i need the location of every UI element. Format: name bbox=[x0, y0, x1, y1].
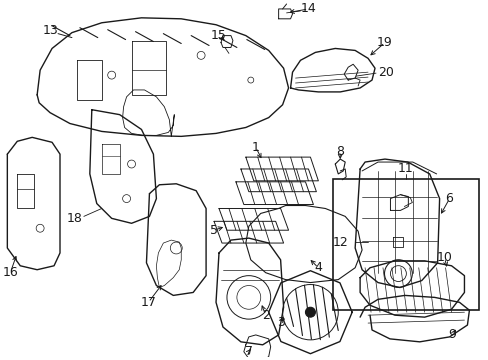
Text: 7: 7 bbox=[244, 345, 252, 358]
Text: 1: 1 bbox=[251, 141, 259, 154]
Text: 11: 11 bbox=[397, 162, 413, 175]
Text: 5: 5 bbox=[210, 224, 218, 237]
Circle shape bbox=[305, 307, 315, 317]
Text: 2: 2 bbox=[261, 309, 269, 322]
Text: 6: 6 bbox=[445, 192, 452, 205]
Text: 14: 14 bbox=[300, 3, 316, 15]
Text: 19: 19 bbox=[376, 36, 392, 49]
Text: 17: 17 bbox=[140, 296, 156, 309]
Text: 20: 20 bbox=[377, 66, 393, 78]
Text: 8: 8 bbox=[336, 145, 344, 158]
Bar bbox=[332, 179, 478, 310]
Text: 4: 4 bbox=[314, 261, 322, 274]
Text: 3: 3 bbox=[276, 316, 284, 329]
Text: 13: 13 bbox=[42, 24, 58, 37]
Text: 10: 10 bbox=[436, 251, 451, 264]
Text: 9: 9 bbox=[447, 328, 455, 341]
Text: 16: 16 bbox=[2, 266, 18, 279]
Text: 18: 18 bbox=[67, 212, 82, 225]
Text: 15: 15 bbox=[211, 29, 226, 42]
Text: 12: 12 bbox=[332, 235, 348, 248]
